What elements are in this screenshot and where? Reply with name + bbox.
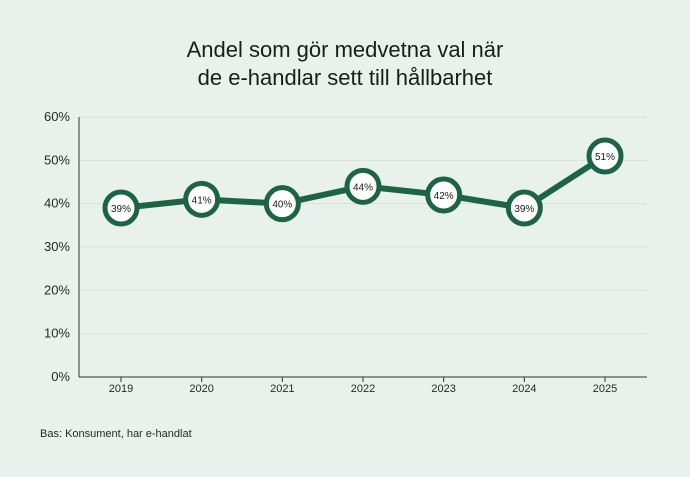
y-tick-label: 30% xyxy=(44,239,70,254)
data-point-marker xyxy=(102,189,140,227)
footnote: Bas: Konsument, har e-handlat xyxy=(40,428,192,440)
data-point-marker xyxy=(183,180,221,218)
x-tick-label: 2019 xyxy=(109,383,133,395)
data-point-marker xyxy=(425,176,463,214)
y-tick-label: 40% xyxy=(44,196,70,211)
x-tick-label: 2023 xyxy=(431,383,455,395)
y-tick-label: 20% xyxy=(44,282,70,297)
x-tick-label: 2025 xyxy=(593,383,617,395)
x-tick-label: 2024 xyxy=(512,383,536,395)
y-tick-label: 60% xyxy=(44,109,70,124)
y-tick-label: 10% xyxy=(44,326,70,341)
data-label: 39% xyxy=(111,204,131,215)
x-tick-label: 2021 xyxy=(270,383,294,395)
data-point-marker xyxy=(586,137,624,175)
y-tick-label: 50% xyxy=(44,152,70,167)
y-tick-label: 0% xyxy=(51,369,70,384)
data-point-marker xyxy=(344,167,382,205)
data-label: 40% xyxy=(272,200,292,211)
data-point-marker xyxy=(505,189,543,227)
data-label: 41% xyxy=(192,195,212,206)
chart-title-line-2: de e-handlar sett till hållbarhet xyxy=(197,65,493,90)
chart-title: Andel som gör medvetna val när de e-hand… xyxy=(0,36,690,92)
data-label: 42% xyxy=(434,191,454,202)
x-tick-label: 2022 xyxy=(351,383,375,395)
data-label: 44% xyxy=(353,182,373,193)
chart-title-line-1: Andel som gör medvetna val när xyxy=(186,37,504,62)
data-label: 51% xyxy=(595,152,615,163)
data-point-marker xyxy=(263,185,301,223)
x-tick-label: 2020 xyxy=(189,383,213,395)
data-label: 39% xyxy=(514,204,534,215)
